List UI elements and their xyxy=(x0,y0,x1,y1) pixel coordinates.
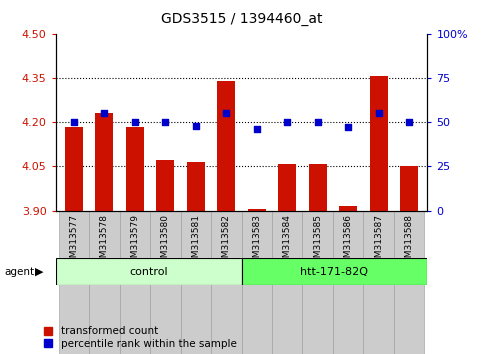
Text: agent: agent xyxy=(5,267,35,277)
Text: control: control xyxy=(129,267,168,277)
Point xyxy=(70,119,78,125)
Bar xyxy=(363,211,394,354)
Bar xyxy=(272,211,302,354)
Bar xyxy=(126,126,144,211)
Bar xyxy=(400,166,418,211)
Point xyxy=(284,119,291,125)
Text: htt-171-82Q: htt-171-82Q xyxy=(300,267,369,277)
Bar xyxy=(333,211,363,354)
Point xyxy=(344,125,352,130)
Point xyxy=(131,119,139,125)
Bar xyxy=(369,76,388,211)
Bar xyxy=(120,211,150,354)
Text: GSM313588: GSM313588 xyxy=(405,214,413,269)
Point xyxy=(375,110,383,116)
Bar xyxy=(156,160,174,211)
Bar xyxy=(186,162,205,211)
Point xyxy=(192,123,199,129)
Point xyxy=(222,110,230,116)
Bar xyxy=(65,126,83,211)
Point xyxy=(253,126,261,132)
Text: GSM313587: GSM313587 xyxy=(374,214,383,269)
Bar xyxy=(150,211,181,354)
Text: GSM313577: GSM313577 xyxy=(70,214,78,269)
Point xyxy=(405,119,413,125)
Bar xyxy=(339,206,357,211)
Text: GSM313584: GSM313584 xyxy=(283,214,292,269)
Text: GSM313585: GSM313585 xyxy=(313,214,322,269)
Bar xyxy=(211,211,242,354)
Text: GSM313582: GSM313582 xyxy=(222,214,231,269)
Bar xyxy=(58,211,89,354)
Bar xyxy=(278,164,297,211)
Point xyxy=(100,110,108,116)
Bar xyxy=(242,211,272,354)
Bar xyxy=(248,209,266,211)
Text: GSM313578: GSM313578 xyxy=(100,214,109,269)
Text: GSM313580: GSM313580 xyxy=(161,214,170,269)
Text: GSM313586: GSM313586 xyxy=(344,214,353,269)
Bar xyxy=(95,113,114,211)
Bar xyxy=(56,258,242,285)
Text: GSM313583: GSM313583 xyxy=(252,214,261,269)
Text: GSM313581: GSM313581 xyxy=(191,214,200,269)
Bar xyxy=(217,81,235,211)
Bar xyxy=(89,211,120,354)
Point xyxy=(161,119,169,125)
Point xyxy=(314,119,322,125)
Text: ▶: ▶ xyxy=(35,267,43,277)
Text: GDS3515 / 1394460_at: GDS3515 / 1394460_at xyxy=(161,12,322,27)
Bar xyxy=(181,211,211,354)
Bar xyxy=(242,258,427,285)
Text: GSM313579: GSM313579 xyxy=(130,214,139,269)
Bar xyxy=(309,164,327,211)
Bar xyxy=(394,211,425,354)
Bar xyxy=(302,211,333,354)
Legend: transformed count, percentile rank within the sample: transformed count, percentile rank withi… xyxy=(44,326,236,349)
